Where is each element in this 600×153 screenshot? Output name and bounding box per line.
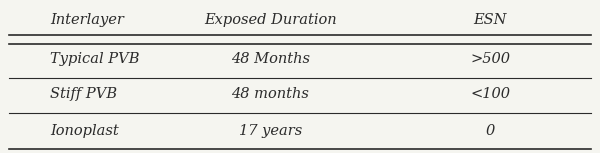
Text: 0: 0 [485, 124, 495, 138]
Text: ESN: ESN [473, 13, 507, 28]
Text: 48 months: 48 months [232, 87, 309, 101]
Text: Exposed Duration: Exposed Duration [204, 13, 337, 28]
Text: Stiff PVB: Stiff PVB [50, 87, 118, 101]
Text: 17 years: 17 years [239, 124, 302, 138]
Text: >500: >500 [470, 52, 510, 66]
Text: Typical PVB: Typical PVB [50, 52, 140, 66]
Text: 48 Months: 48 Months [231, 52, 310, 66]
Text: Ionoplast: Ionoplast [50, 124, 119, 138]
Text: Interlayer: Interlayer [50, 13, 124, 28]
Text: <100: <100 [470, 87, 510, 101]
